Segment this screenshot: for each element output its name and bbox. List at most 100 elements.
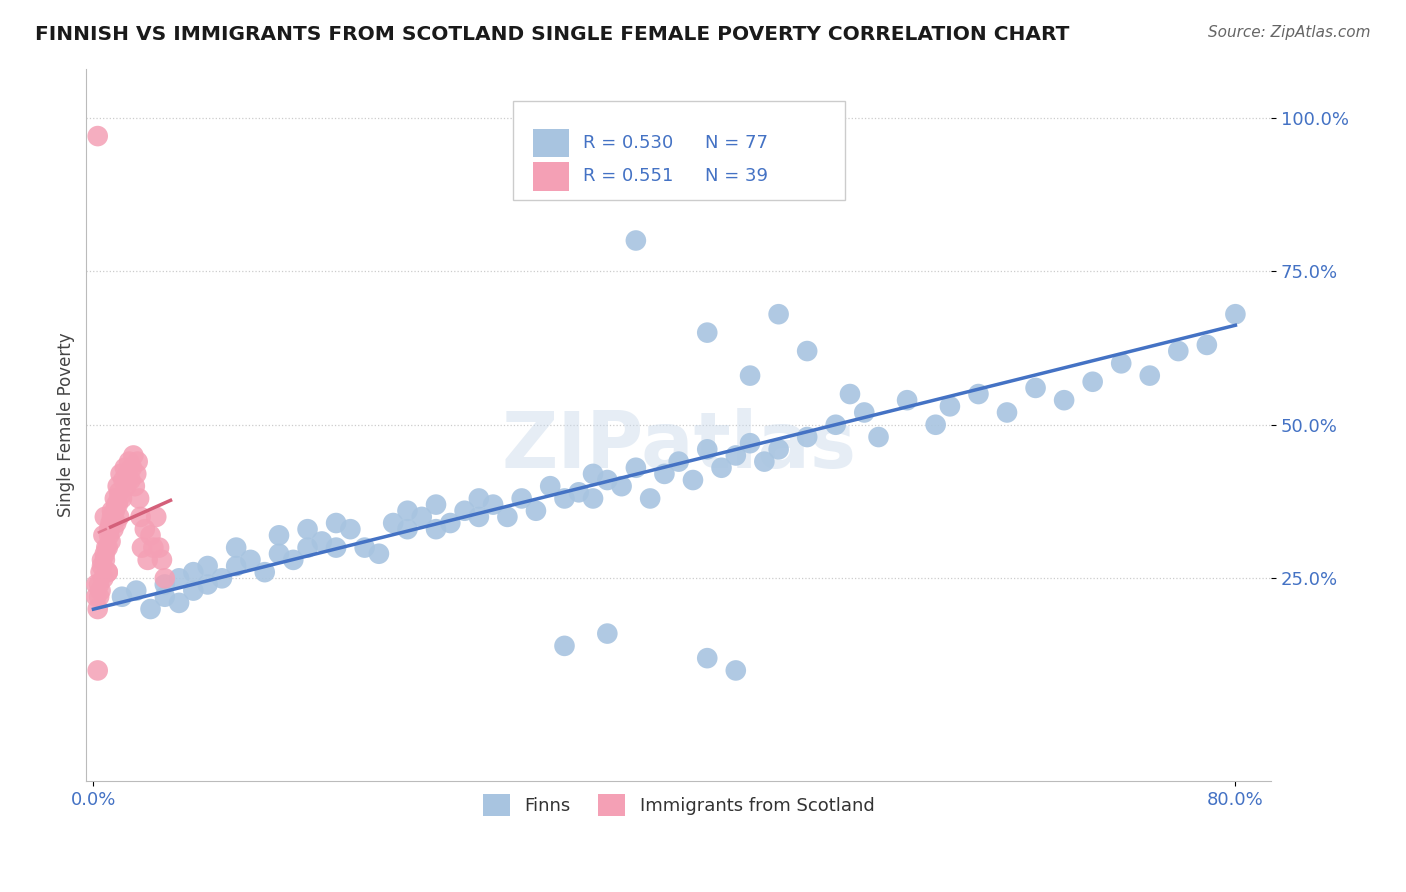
Point <box>411 509 433 524</box>
Point <box>150 553 173 567</box>
Bar <box>533 162 568 191</box>
Point <box>122 449 145 463</box>
Point <box>96 541 118 555</box>
Point <box>118 454 141 468</box>
Point <box>853 405 876 419</box>
Point <box>638 491 661 506</box>
Point <box>129 509 152 524</box>
Point <box>796 430 818 444</box>
Point <box>101 509 124 524</box>
Point <box>439 516 461 530</box>
Point <box>98 528 121 542</box>
Point <box>100 516 122 530</box>
Point <box>596 473 619 487</box>
FancyBboxPatch shape <box>513 101 845 201</box>
Point <box>396 522 419 536</box>
Point <box>97 541 120 555</box>
Point <box>100 534 122 549</box>
Point <box>738 368 761 383</box>
Point <box>153 571 176 585</box>
Point <box>94 553 117 567</box>
Point <box>696 651 718 665</box>
Point <box>1053 393 1076 408</box>
Point <box>453 504 475 518</box>
Point <box>1139 368 1161 383</box>
Point <box>283 553 305 567</box>
Point <box>253 565 276 579</box>
Text: FINNISH VS IMMIGRANTS FROM SCOTLAND SINGLE FEMALE POVERTY CORRELATION CHART: FINNISH VS IMMIGRANTS FROM SCOTLAND SING… <box>35 25 1070 44</box>
Point <box>738 436 761 450</box>
Point <box>824 417 846 432</box>
Point <box>153 590 176 604</box>
Point <box>103 522 125 536</box>
Point <box>267 528 290 542</box>
Point <box>654 467 676 481</box>
Point <box>142 541 165 555</box>
Point <box>98 522 121 536</box>
Text: N = 39: N = 39 <box>704 168 768 186</box>
Point <box>482 498 505 512</box>
Point <box>225 541 247 555</box>
Point <box>425 498 447 512</box>
Point <box>101 504 124 518</box>
Point <box>754 454 776 468</box>
Point <box>396 504 419 518</box>
Text: R = 0.551: R = 0.551 <box>582 168 673 186</box>
Point <box>668 454 690 468</box>
Point <box>117 467 139 481</box>
Point <box>115 479 138 493</box>
Point <box>167 596 190 610</box>
Point <box>104 504 127 518</box>
Point <box>97 565 120 579</box>
Point <box>267 547 290 561</box>
Point <box>103 509 125 524</box>
Bar <box>533 128 568 157</box>
Point <box>239 553 262 567</box>
Point <box>139 528 162 542</box>
Point <box>105 516 128 530</box>
Point <box>468 509 491 524</box>
Point <box>353 541 375 555</box>
Point <box>1195 338 1218 352</box>
Point <box>839 387 862 401</box>
Point <box>297 541 319 555</box>
Point <box>136 553 159 567</box>
Point <box>121 460 143 475</box>
Point <box>148 541 170 555</box>
Point <box>120 473 142 487</box>
Point <box>134 522 156 536</box>
Point <box>553 639 575 653</box>
Point <box>768 307 790 321</box>
Point <box>325 516 347 530</box>
Point <box>1025 381 1047 395</box>
Point <box>111 590 134 604</box>
Point <box>896 393 918 408</box>
Point <box>582 491 605 506</box>
Point <box>104 491 127 506</box>
Point <box>610 479 633 493</box>
Point <box>553 491 575 506</box>
Point <box>127 454 149 468</box>
Point <box>90 565 112 579</box>
Point <box>183 565 205 579</box>
Point <box>93 528 115 542</box>
Point <box>724 449 747 463</box>
Point <box>696 442 718 457</box>
Point <box>796 344 818 359</box>
Point <box>197 577 219 591</box>
Point <box>89 577 111 591</box>
Point <box>86 602 108 616</box>
Text: R = 0.530: R = 0.530 <box>582 134 673 152</box>
Point <box>94 547 117 561</box>
Point <box>339 522 361 536</box>
Point <box>111 491 134 506</box>
Point <box>86 664 108 678</box>
Point <box>382 516 405 530</box>
Point <box>145 509 167 524</box>
Point <box>108 491 131 506</box>
Point <box>153 577 176 591</box>
Point <box>90 583 112 598</box>
Point <box>596 626 619 640</box>
Point <box>91 559 114 574</box>
Point <box>939 400 962 414</box>
